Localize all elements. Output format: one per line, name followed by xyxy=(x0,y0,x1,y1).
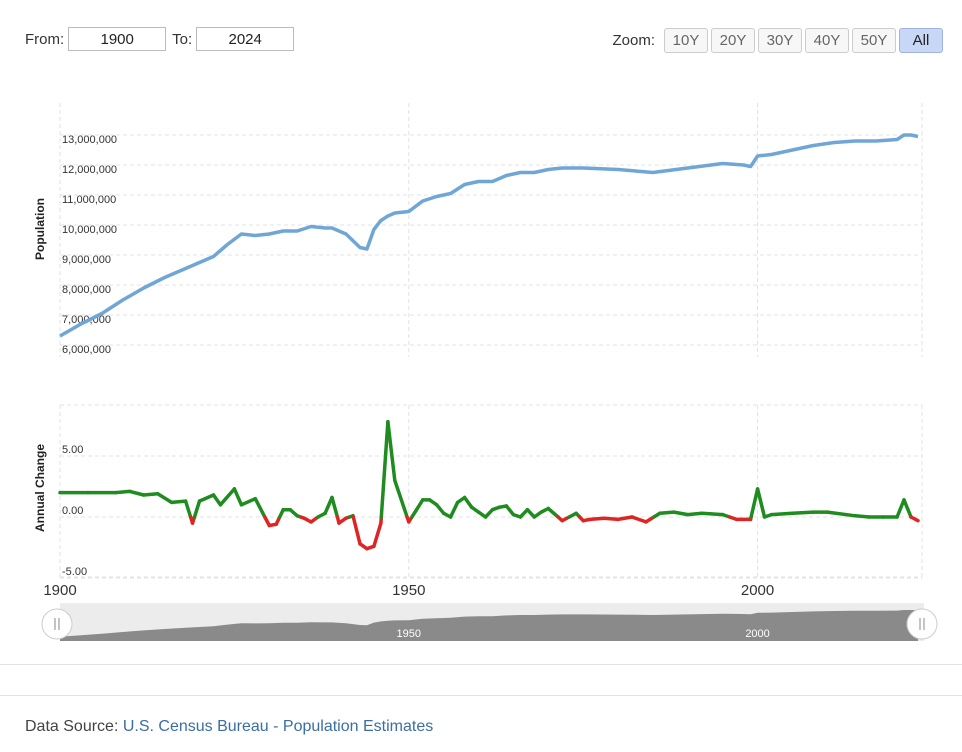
zoom-controls: Zoom: 10Y 20Y 30Y 40Y 50Y All xyxy=(612,28,943,53)
population-y-tick-label: 9,000,000 xyxy=(62,254,111,266)
annual-change-segment xyxy=(192,499,202,519)
zoom-10y-button[interactable]: 10Y xyxy=(664,28,708,53)
annual-change-segment xyxy=(386,420,397,483)
annual-change-segment xyxy=(686,511,704,517)
annual-change-segment xyxy=(755,487,767,519)
data-source-link[interactable]: U.S. Census Bureau - Population Estimate… xyxy=(122,718,434,735)
zoom-all-button[interactable]: All xyxy=(899,28,943,53)
zoom-label: Zoom: xyxy=(612,32,655,49)
navigator-x-tick-label: 2000 xyxy=(745,628,769,640)
population-y-tick-label: 8,000,000 xyxy=(62,284,111,296)
annual-change-segment xyxy=(790,510,816,516)
annual-change-y-tick-label: -5.00 xyxy=(62,566,87,578)
annual-change-segment xyxy=(462,495,474,509)
zoom-40y-button[interactable]: 40Y xyxy=(805,28,849,53)
data-source-label: Data Source: xyxy=(25,718,119,735)
annual-change-segment xyxy=(434,503,446,516)
annual-change-segment xyxy=(239,496,258,507)
population-y-tick-label: 6,000,000 xyxy=(62,344,111,356)
annual-change-segment xyxy=(351,515,362,546)
navigator-right-handle[interactable] xyxy=(906,608,938,640)
annual-change-grid xyxy=(59,404,923,579)
annual-change-segment xyxy=(379,420,390,519)
annual-change-segment xyxy=(504,504,516,517)
annual-change-segment xyxy=(546,506,560,519)
annual-change-segment xyxy=(253,496,267,519)
annual-change-segment xyxy=(211,493,223,507)
annual-change-segment xyxy=(853,514,871,519)
population-y-axis-label: Population xyxy=(33,198,47,260)
annual-change-segment xyxy=(232,487,244,507)
x-tick-label: 1950 xyxy=(392,582,425,599)
annual-change-y-tick-label: 0.00 xyxy=(62,505,83,517)
population-chart: 6,000,0007,000,0008,000,0009,000,00010,0… xyxy=(33,103,938,641)
population-y-tick-label: 10,000,000 xyxy=(62,224,117,236)
annual-change-segment xyxy=(630,515,648,524)
annual-change-segment xyxy=(825,510,857,518)
annual-change-segment xyxy=(448,500,460,519)
from-label: From: xyxy=(25,30,65,48)
zoom-30y-button[interactable]: 30Y xyxy=(758,28,802,53)
annual-change-segment xyxy=(909,515,920,523)
population-series-line xyxy=(59,133,919,338)
from-input[interactable]: 1900 xyxy=(68,27,167,51)
annual-change-segment xyxy=(700,511,725,517)
annual-change-series xyxy=(58,420,920,551)
zoom-50y-button[interactable]: 50Y xyxy=(852,28,896,53)
annual-change-segment xyxy=(895,498,906,519)
x-axis-ticks: 1900 1950 2000 xyxy=(43,582,774,599)
annual-change-segment xyxy=(169,499,188,505)
navigator-left-handle[interactable] xyxy=(41,608,73,640)
annual-change-segment xyxy=(658,510,676,516)
annual-change-segment xyxy=(218,487,237,507)
population-y-tick-label: 11,000,000 xyxy=(62,194,116,206)
annual-change-segment xyxy=(114,489,132,495)
range-navigator[interactable]: 1950 2000 xyxy=(41,603,938,641)
x-tick-label: 2000 xyxy=(741,582,774,599)
annual-change-segment xyxy=(616,515,634,522)
divider-bottom xyxy=(0,695,962,696)
annual-change-segment xyxy=(769,511,795,517)
annual-change-segment xyxy=(197,493,216,503)
annual-change-segment xyxy=(330,495,340,519)
annual-change-segment xyxy=(902,498,913,519)
navigator-x-ticks: 1950 2000 xyxy=(397,628,770,640)
population-y-ticks: 6,000,0007,000,0008,000,0009,000,00010,0… xyxy=(62,134,117,356)
annual-change-segment xyxy=(141,492,160,497)
annual-change-y-axis-label: Annual Change xyxy=(33,444,47,532)
annual-change-segment xyxy=(183,499,193,519)
population-y-tick-label: 13,000,000 xyxy=(62,134,117,146)
navigator-area xyxy=(60,610,918,641)
x-tick-label: 1900 xyxy=(43,582,76,599)
to-label: To: xyxy=(172,30,193,48)
annual-change-segment xyxy=(393,478,409,519)
zoom-20y-button[interactable]: 20Y xyxy=(711,28,755,53)
annual-change-segment xyxy=(672,510,690,517)
population-grid xyxy=(59,103,923,357)
annual-change-y-tick-label: 5.00 xyxy=(62,444,83,456)
annual-change-segment xyxy=(128,489,146,497)
annual-change-segment xyxy=(602,516,620,522)
annual-change-segment xyxy=(323,495,334,516)
navigator-x-tick-label: 1950 xyxy=(397,628,421,640)
date-range: From: 1900 To: 2024 xyxy=(25,27,300,51)
annual-change-segment xyxy=(155,492,174,505)
annual-change-segment xyxy=(372,521,383,549)
to-input[interactable]: 2024 xyxy=(196,27,295,51)
annual-change-segment xyxy=(588,516,606,522)
annual-change-segment xyxy=(749,487,760,519)
data-source: Data Source: U.S. Census Bureau - Popula… xyxy=(25,718,433,736)
population-y-tick-label: 12,000,000 xyxy=(62,164,117,176)
divider-top xyxy=(0,664,962,665)
annual-change-y-ticks: -5.00 0.00 5.00 xyxy=(62,444,87,578)
annual-change-segment xyxy=(414,498,425,513)
